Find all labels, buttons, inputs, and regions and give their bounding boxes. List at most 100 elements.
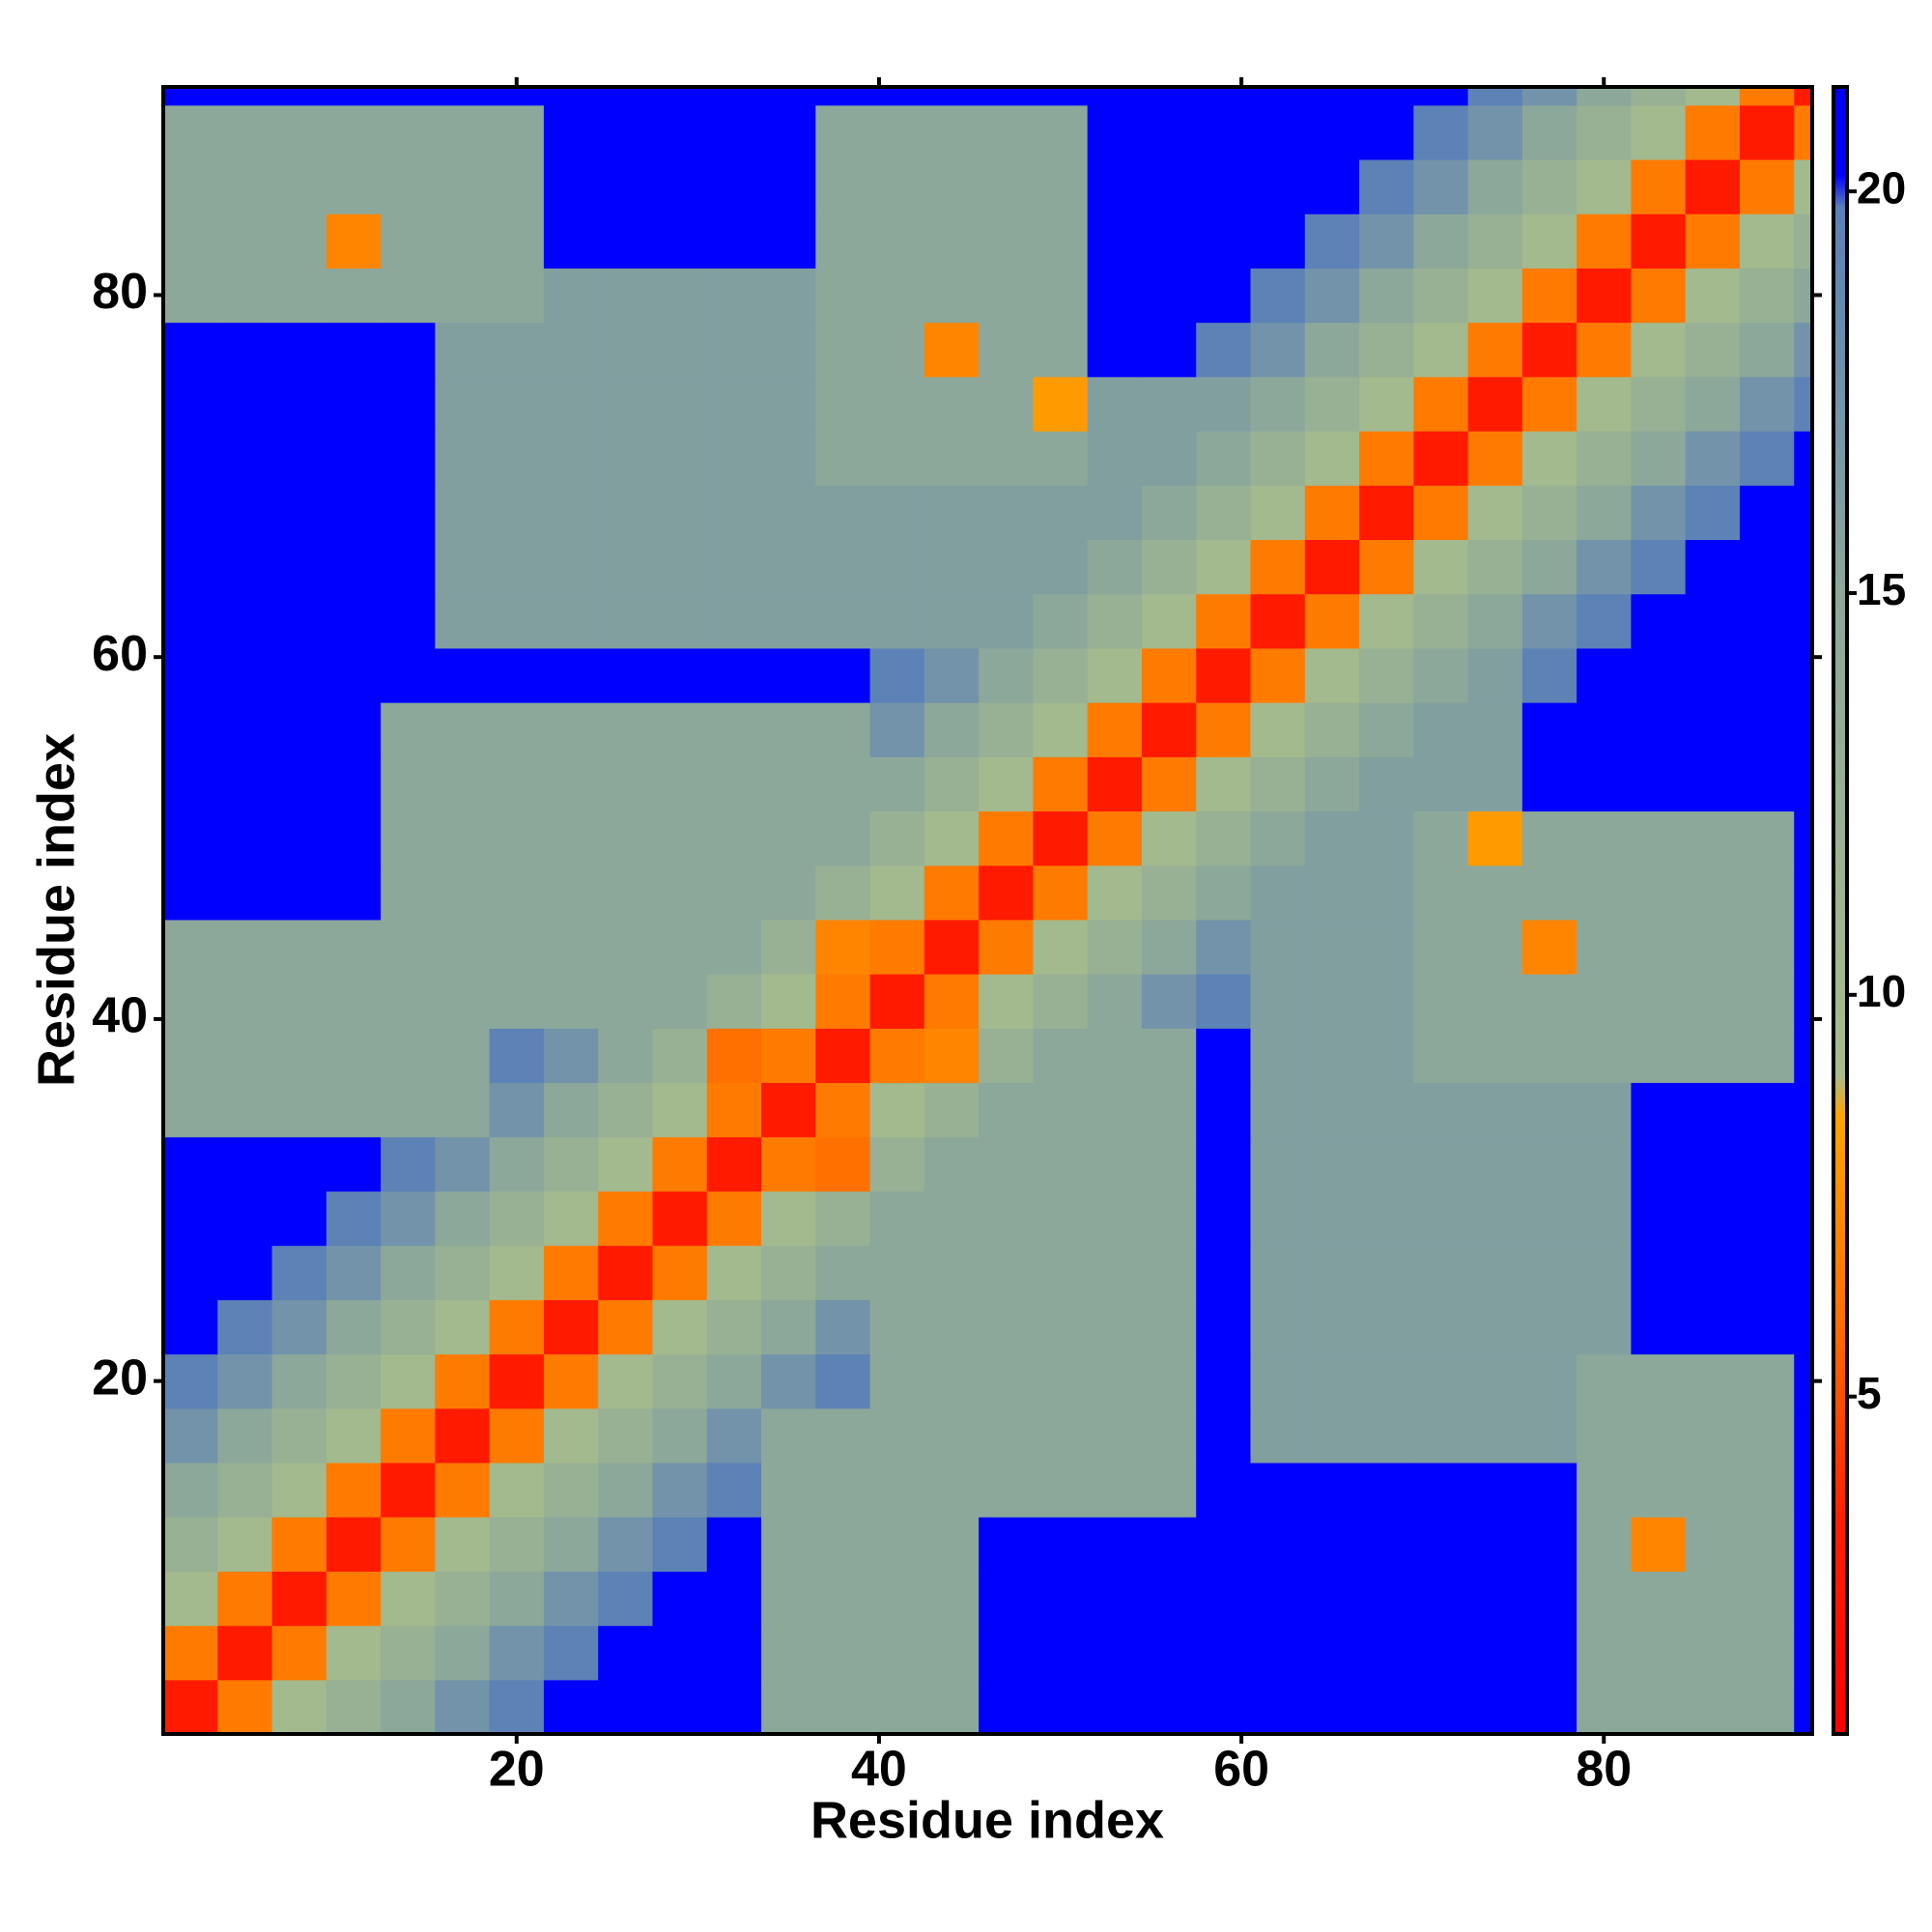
heatmap-cell [271, 1679, 327, 1735]
heatmap-cell [598, 810, 654, 867]
heatmap-cell [1250, 974, 1306, 1029]
heatmap-cell [163, 1407, 218, 1463]
heatmap-cell [1521, 974, 1577, 1029]
heatmap-cell [1739, 810, 1795, 867]
y-tick-label: 80 [92, 264, 148, 320]
heatmap-cell [598, 1625, 654, 1681]
heatmap-cell [381, 1353, 436, 1409]
heatmap-cell [1685, 158, 1741, 214]
y-tick-label: 40 [92, 988, 148, 1044]
heatmap-cell [761, 213, 816, 269]
heatmap-cell [869, 376, 925, 432]
heatmap-cell [1685, 485, 1741, 541]
heatmap-cell [381, 87, 436, 106]
heatmap-cell [1794, 1407, 1813, 1463]
heatmap-cell [761, 104, 816, 160]
heatmap-cell [1467, 1571, 1523, 1627]
heatmap-cell [1304, 647, 1360, 703]
heatmap-cell [217, 87, 273, 106]
heatmap-cell [1087, 1462, 1143, 1518]
heatmap-cell [1033, 1462, 1089, 1518]
heatmap-cell [217, 702, 273, 757]
heatmap-cell [1739, 1679, 1795, 1735]
heatmap-cell [381, 268, 436, 324]
heatmap-cell [381, 213, 436, 269]
heatmap-cell [979, 974, 1034, 1029]
heatmap-cell [1196, 1571, 1252, 1627]
heatmap-cell [271, 1407, 327, 1463]
heatmap-cell [979, 1299, 1034, 1355]
heatmap-cell [652, 104, 708, 160]
heatmap-cell [1413, 1136, 1469, 1192]
heatmap-cell [543, 1571, 599, 1627]
heatmap-cell [979, 1679, 1034, 1735]
heatmap-cell [217, 1679, 273, 1735]
heatmap-cell [326, 322, 382, 378]
heatmap-cell [435, 1082, 491, 1138]
heatmap-cell [869, 1462, 925, 1518]
heatmap-cell [652, 1462, 708, 1518]
heatmap-cell [489, 593, 545, 649]
heatmap-cell [923, 974, 980, 1029]
heatmap-cell [326, 158, 382, 214]
heatmap-cell [979, 1517, 1034, 1572]
heatmap-cell [1413, 1082, 1469, 1138]
heatmap-cell [815, 87, 871, 106]
heatmap-cell [1141, 702, 1197, 757]
heatmap-cell [1033, 268, 1089, 324]
heatmap-cell [1794, 865, 1813, 921]
heatmap-cell [869, 1299, 925, 1355]
heatmap-cell [1141, 1517, 1197, 1572]
heatmap-cell [706, 539, 762, 595]
heatmap-cell [1631, 268, 1687, 324]
heatmap-cell [815, 485, 871, 541]
heatmap-cell [1250, 1407, 1306, 1463]
heatmap-cell [1359, 1028, 1414, 1084]
heatmap-cell [271, 1517, 327, 1572]
heatmap-cell [381, 322, 436, 378]
heatmap-cell [1467, 1190, 1523, 1246]
heatmap-cell [923, 1353, 980, 1409]
heatmap-cell [1087, 702, 1143, 757]
heatmap-cell [598, 539, 654, 595]
heatmap-cell [1087, 647, 1143, 703]
heatmap-cell [598, 1299, 654, 1355]
heatmap-cell [326, 1299, 382, 1355]
heatmap-cell [489, 268, 545, 324]
heatmap-cell [435, 1407, 491, 1463]
heatmap-cell [1304, 213, 1360, 269]
x-tick-label: 40 [851, 1742, 907, 1798]
heatmap-cell [1359, 1571, 1414, 1627]
heatmap-cell [598, 1462, 654, 1518]
heatmap-cell [163, 1082, 218, 1138]
heatmap-cell [1413, 919, 1469, 975]
heatmap-cell [1304, 865, 1360, 921]
heatmap-cell [1087, 1353, 1143, 1409]
heatmap-cell [543, 158, 599, 214]
heatmap-cell [1196, 485, 1252, 541]
heatmap-cell [1413, 1190, 1469, 1246]
heatmap-cell [1304, 322, 1360, 378]
heatmap-cell [1359, 322, 1414, 378]
heatmap-cell [1631, 974, 1687, 1029]
heatmap-cell [1413, 1462, 1469, 1518]
heatmap-cell [271, 87, 327, 106]
heatmap-cell [543, 104, 599, 160]
heatmap-cell [1033, 104, 1089, 160]
heatmap-cell [923, 1571, 980, 1627]
heatmap-cell [543, 702, 599, 757]
heatmap-cell [1359, 865, 1414, 921]
heatmap-cell [1631, 1462, 1687, 1518]
heatmap-cell [489, 87, 545, 106]
heatmap-cell [1087, 268, 1143, 324]
heatmap-cell [381, 1679, 436, 1735]
heatmap-cell [1196, 593, 1252, 649]
heatmap-cell [1033, 1571, 1089, 1627]
heatmap-cell [163, 485, 218, 541]
heatmap-cell [1467, 1245, 1523, 1300]
heatmap-cell [1521, 919, 1577, 975]
heatmap-cell [598, 322, 654, 378]
heatmap-cell [1685, 104, 1741, 160]
heatmap-cell [543, 810, 599, 867]
heatmap-cell [326, 1353, 382, 1409]
